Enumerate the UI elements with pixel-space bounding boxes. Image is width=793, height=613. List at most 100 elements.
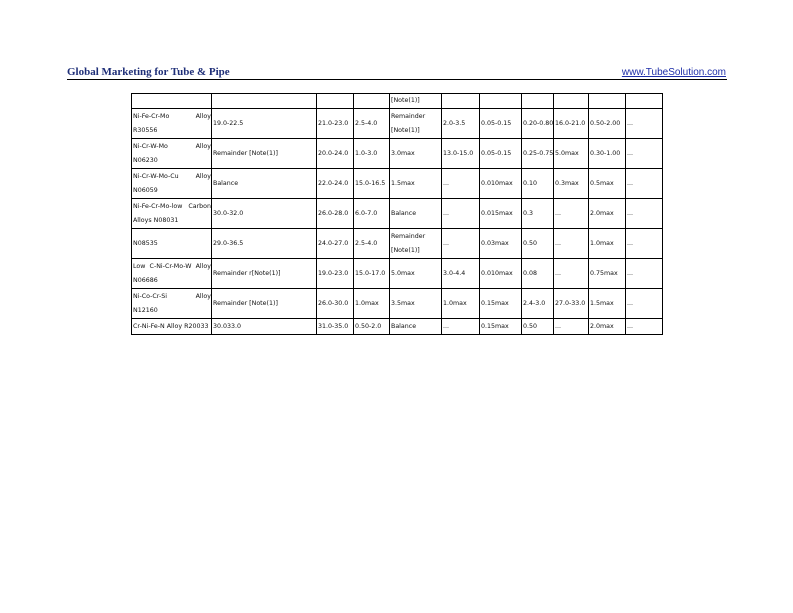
table-cell: 1.0max: [588, 228, 626, 259]
table-cell: 1.0-3.0: [353, 138, 390, 169]
header-divider: [67, 79, 727, 80]
table-row: Ni-Cr-W-Mo Alloy N06230 Remainder [Note(1…: [131, 138, 663, 169]
table-cell: 2.5-4.0: [353, 228, 390, 259]
alloy-name-cell: [131, 93, 212, 109]
table-row: Cr-Ni-Fe-N Alloy R20033 30.033.0 31.0-35.0…: [131, 318, 663, 335]
table-cell: 0.5max: [588, 168, 626, 199]
table-cell: ...: [441, 318, 480, 335]
table-cell: 2.4-3.0: [521, 288, 554, 319]
table-cell: 30.033.0: [211, 318, 317, 335]
table-cell: ...: [553, 198, 589, 229]
table-cell: ...: [625, 198, 663, 229]
table-cell: 0.20-0.80: [521, 108, 554, 139]
table-cell: 0.25-0.75: [521, 138, 554, 169]
table-cell: 5.0max: [389, 258, 442, 289]
table-cell: ...: [441, 228, 480, 259]
table-cell: ...: [625, 258, 663, 289]
table-cell: 0.50: [521, 318, 554, 335]
alloy-name-cell: Low C-Ni-Cr-Mo-W Alloy N06686: [131, 258, 212, 289]
table-cell: 1.0max: [353, 288, 390, 319]
table-cell: 31.0-35.0: [316, 318, 354, 335]
table-cell: [625, 93, 663, 109]
website-link[interactable]: www.TubeSolution.com: [621, 67, 726, 78]
table-cell: 0.015max: [479, 198, 522, 229]
table-cell: 0.05-0.15: [479, 138, 522, 169]
table-cell: ...: [625, 288, 663, 319]
table-row: Ni-Fe-Cr-Mo-low Carbon Alloys N08031 30.0…: [131, 198, 663, 229]
table-cell: 0.15max: [479, 318, 522, 335]
table-cell: 22.0-24.0: [316, 168, 354, 199]
table-cell: 0.3: [521, 198, 554, 229]
table-cell: 1.0max: [441, 288, 480, 319]
table-row: [Note(1)]: [131, 93, 663, 109]
table-row: Ni-Fe-Cr-Mo Alloy R30556 19.0-22.5 21.0-23…: [131, 108, 663, 139]
table-row: Ni-Cr-W-Mo-Cu Alloy N06059 Balance 22.0-24…: [131, 168, 663, 199]
table-cell: Remainder [Note(1)]: [389, 108, 442, 139]
table-cell: 2.0-3.5: [441, 108, 480, 139]
table-cell: 0.15max: [479, 288, 522, 319]
table-cell: 13.0-15.0: [441, 138, 480, 169]
table-cell: 0.05-0.15: [479, 108, 522, 139]
table-cell: ...: [441, 168, 480, 199]
table-cell: 26.0-30.0: [316, 288, 354, 319]
table-cell: 0.010max: [479, 258, 522, 289]
alloy-name-cell: N08535: [131, 228, 212, 259]
table-cell: [479, 93, 522, 109]
table-cell: Remainder [Note(1)]: [211, 288, 317, 319]
table-cell: ...: [625, 168, 663, 199]
table-cell: 0.03max: [479, 228, 522, 259]
alloy-name-cell: Ni-Fe-Cr-Mo Alloy R30556: [131, 108, 212, 139]
table-cell: Remainder r[Note(1)]: [211, 258, 317, 289]
table-cell: 21.0-23.0: [316, 108, 354, 139]
table-cell: 26.0-28.0: [316, 198, 354, 229]
table-cell: 3.0-4.4: [441, 258, 480, 289]
table-cell: 0.75max: [588, 258, 626, 289]
table-cell: 0.08: [521, 258, 554, 289]
alloy-name-cell: Ni-Fe-Cr-Mo-low Carbon Alloys N08031: [131, 198, 212, 229]
table-cell: Remainder [Note(1)]: [389, 228, 442, 259]
table-cell: 24.0-27.0: [316, 228, 354, 259]
table-cell: Balance: [389, 198, 442, 229]
alloy-name-cell: Ni-Cr-W-Mo-Cu Alloy N06059: [131, 168, 212, 199]
table-cell: [Note(1)]: [389, 93, 442, 109]
table-cell: ...: [625, 318, 663, 335]
table-cell: 2.0max: [588, 318, 626, 335]
table-row: N08535 29.0-36.5 24.0-27.0 2.5-4.0 Remainder…: [131, 228, 663, 259]
table-cell: 30.0-32.0: [211, 198, 317, 229]
table-cell: 20.0-24.0: [316, 138, 354, 169]
table-cell: 0.3max: [553, 168, 589, 199]
table-cell: 2.5-4.0: [353, 108, 390, 139]
table-cell: 0.50-2.00: [588, 108, 626, 139]
table-cell: ...: [553, 228, 589, 259]
table-cell: 3.5max: [389, 288, 442, 319]
table-cell: [211, 93, 317, 109]
table-cell: 15.0-16.5: [353, 168, 390, 199]
table-cell: 0.10: [521, 168, 554, 199]
table-cell: 29.0-36.5: [211, 228, 317, 259]
table-cell: Remainder [Note(1)]: [211, 138, 317, 169]
table-row: Ni-Co-Cr-Si Alloy N12160 Remainder [Note(…: [131, 288, 663, 319]
table-cell: 1.5max: [588, 288, 626, 319]
alloy-composition-table: [Note(1)] Ni-Fe-Cr-Mo Alloy R30556 19.0-22…: [131, 93, 663, 335]
table-cell: ...: [625, 138, 663, 169]
table-cell: 0.30-1.00: [588, 138, 626, 169]
table-cell: ...: [441, 198, 480, 229]
table-cell: [588, 93, 626, 109]
table-cell: [553, 93, 589, 109]
table-cell: ...: [553, 318, 589, 335]
table-cell: Balance: [211, 168, 317, 199]
table-cell: [316, 93, 354, 109]
table-cell: Balance: [389, 318, 442, 335]
table-cell: 2.0max: [588, 198, 626, 229]
alloy-name-cell: Ni-Co-Cr-Si Alloy N12160: [131, 288, 212, 319]
table-cell: 19.0-22.5: [211, 108, 317, 139]
table-cell: ...: [625, 228, 663, 259]
table-cell: [441, 93, 480, 109]
table-cell: 16.0-21.0: [553, 108, 589, 139]
table-cell: [521, 93, 554, 109]
table-row: Low C-Ni-Cr-Mo-W Alloy N06686 Remainder r…: [131, 258, 663, 289]
table-cell: 3.0max: [389, 138, 442, 169]
table-cell: 19.0-23.0: [316, 258, 354, 289]
table-cell: 5.0max: [553, 138, 589, 169]
table-cell: 0.50-2.0: [353, 318, 390, 335]
